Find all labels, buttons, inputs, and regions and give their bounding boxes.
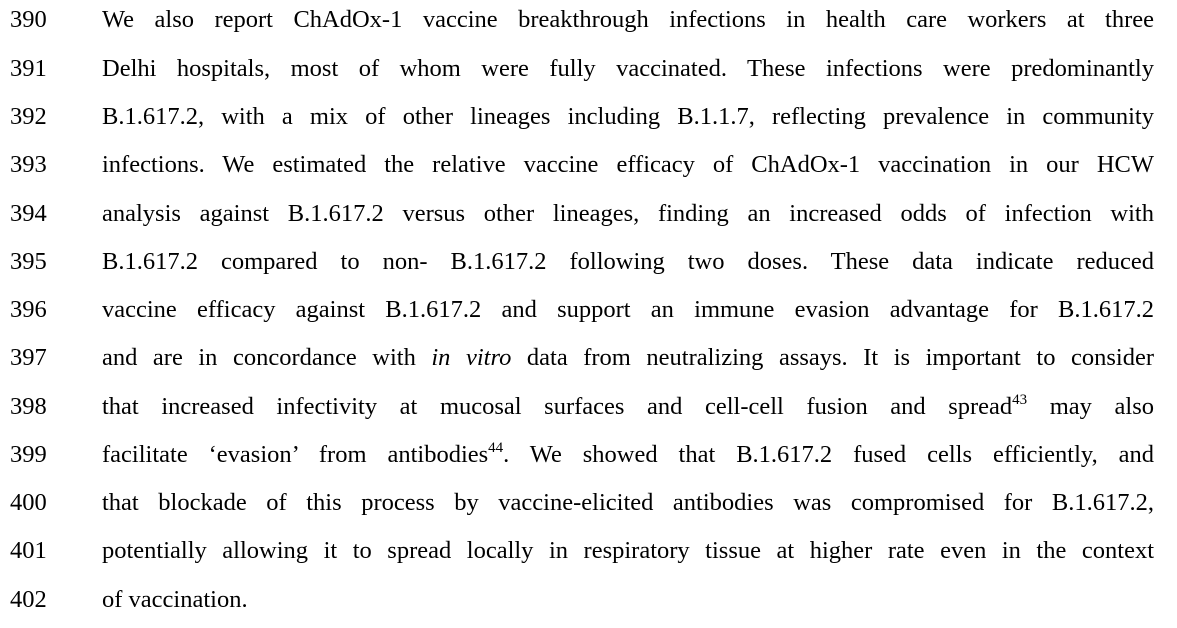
text-line: 401 potentially allowing it to spread lo…: [0, 531, 1177, 579]
line-number: 399: [10, 441, 47, 468]
line-text-post: data from neutralizing assays. It is imp…: [511, 344, 1154, 371]
citation-superscript: 44: [488, 440, 504, 456]
text-line: 396 vaccine efficacy against B.1.617.2 a…: [0, 290, 1177, 338]
line-number: 400: [10, 489, 47, 516]
line-number: 393: [10, 151, 47, 178]
text-line: 397 and are in concordance with in vitro…: [0, 338, 1177, 386]
text-line: 395 B.1.617.2 compared to non- B.1.617.2…: [0, 242, 1177, 290]
line-text: potentially allowing it to spread locall…: [102, 537, 1154, 564]
line-text: B.1.617.2 compared to non- B.1.617.2 fol…: [102, 248, 1154, 275]
text-line: 391 Delhi hospitals, most of whom were f…: [0, 49, 1177, 97]
line-text: that blockade of this process by vaccine…: [102, 489, 1154, 516]
italic-term: in vitro: [431, 344, 512, 371]
line-text: facilitate ‘evasion’ from antibodies44. …: [102, 435, 1154, 475]
text-line: 394 analysis against B.1.617.2 versus ot…: [0, 194, 1177, 242]
line-text-post: . We showed that B.1.617.2 fused cells e…: [503, 441, 1155, 468]
line-number: 392: [10, 103, 47, 130]
line-text: that increased infectivity at mucosal su…: [102, 387, 1154, 427]
line-number: 390: [10, 6, 47, 33]
line-text-post: may also: [1027, 393, 1154, 420]
line-number: 398: [10, 393, 47, 420]
line-number: 395: [10, 248, 47, 275]
citation-superscript: 43: [1012, 392, 1028, 408]
line-text-pre: that increased infectivity at mucosal su…: [102, 393, 1013, 420]
line-text: analysis against B.1.617.2 versus other …: [102, 200, 1154, 227]
line-text: Delhi hospitals, most of whom were fully…: [102, 55, 1154, 82]
line-number: 394: [10, 200, 47, 227]
line-number: 401: [10, 537, 47, 564]
line-text: and are in concordance with in vitro dat…: [102, 338, 1154, 378]
line-number: 396: [10, 296, 47, 323]
text-line: 402 of vaccination.: [0, 580, 1177, 628]
text-line: 399 facilitate ‘evasion’ from antibodies…: [0, 435, 1177, 483]
text-line: 393 infections. We estimated the relativ…: [0, 145, 1177, 193]
text-line: 398 that increased infectivity at mucosa…: [0, 387, 1177, 435]
text-line: 400 that blockade of this process by vac…: [0, 483, 1177, 531]
line-text: of vaccination.: [102, 586, 248, 613]
line-text-pre: and are in concordance with: [102, 344, 432, 371]
text-line: 390 We also report ChAdOx-1 vaccine brea…: [0, 0, 1177, 48]
line-text: vaccine efficacy against B.1.617.2 and s…: [102, 296, 1154, 323]
text-line: 392 B.1.617.2, with a mix of other linea…: [0, 97, 1177, 145]
line-text: B.1.617.2, with a mix of other lineages …: [102, 103, 1154, 130]
line-number: 391: [10, 55, 47, 82]
line-text: infections. We estimated the relative va…: [102, 151, 1154, 178]
line-number: 397: [10, 344, 47, 371]
line-text-pre: facilitate ‘evasion’ from antibodies: [102, 441, 489, 468]
line-number: 402: [10, 586, 47, 613]
line-text: We also report ChAdOx-1 vaccine breakthr…: [102, 6, 1154, 33]
